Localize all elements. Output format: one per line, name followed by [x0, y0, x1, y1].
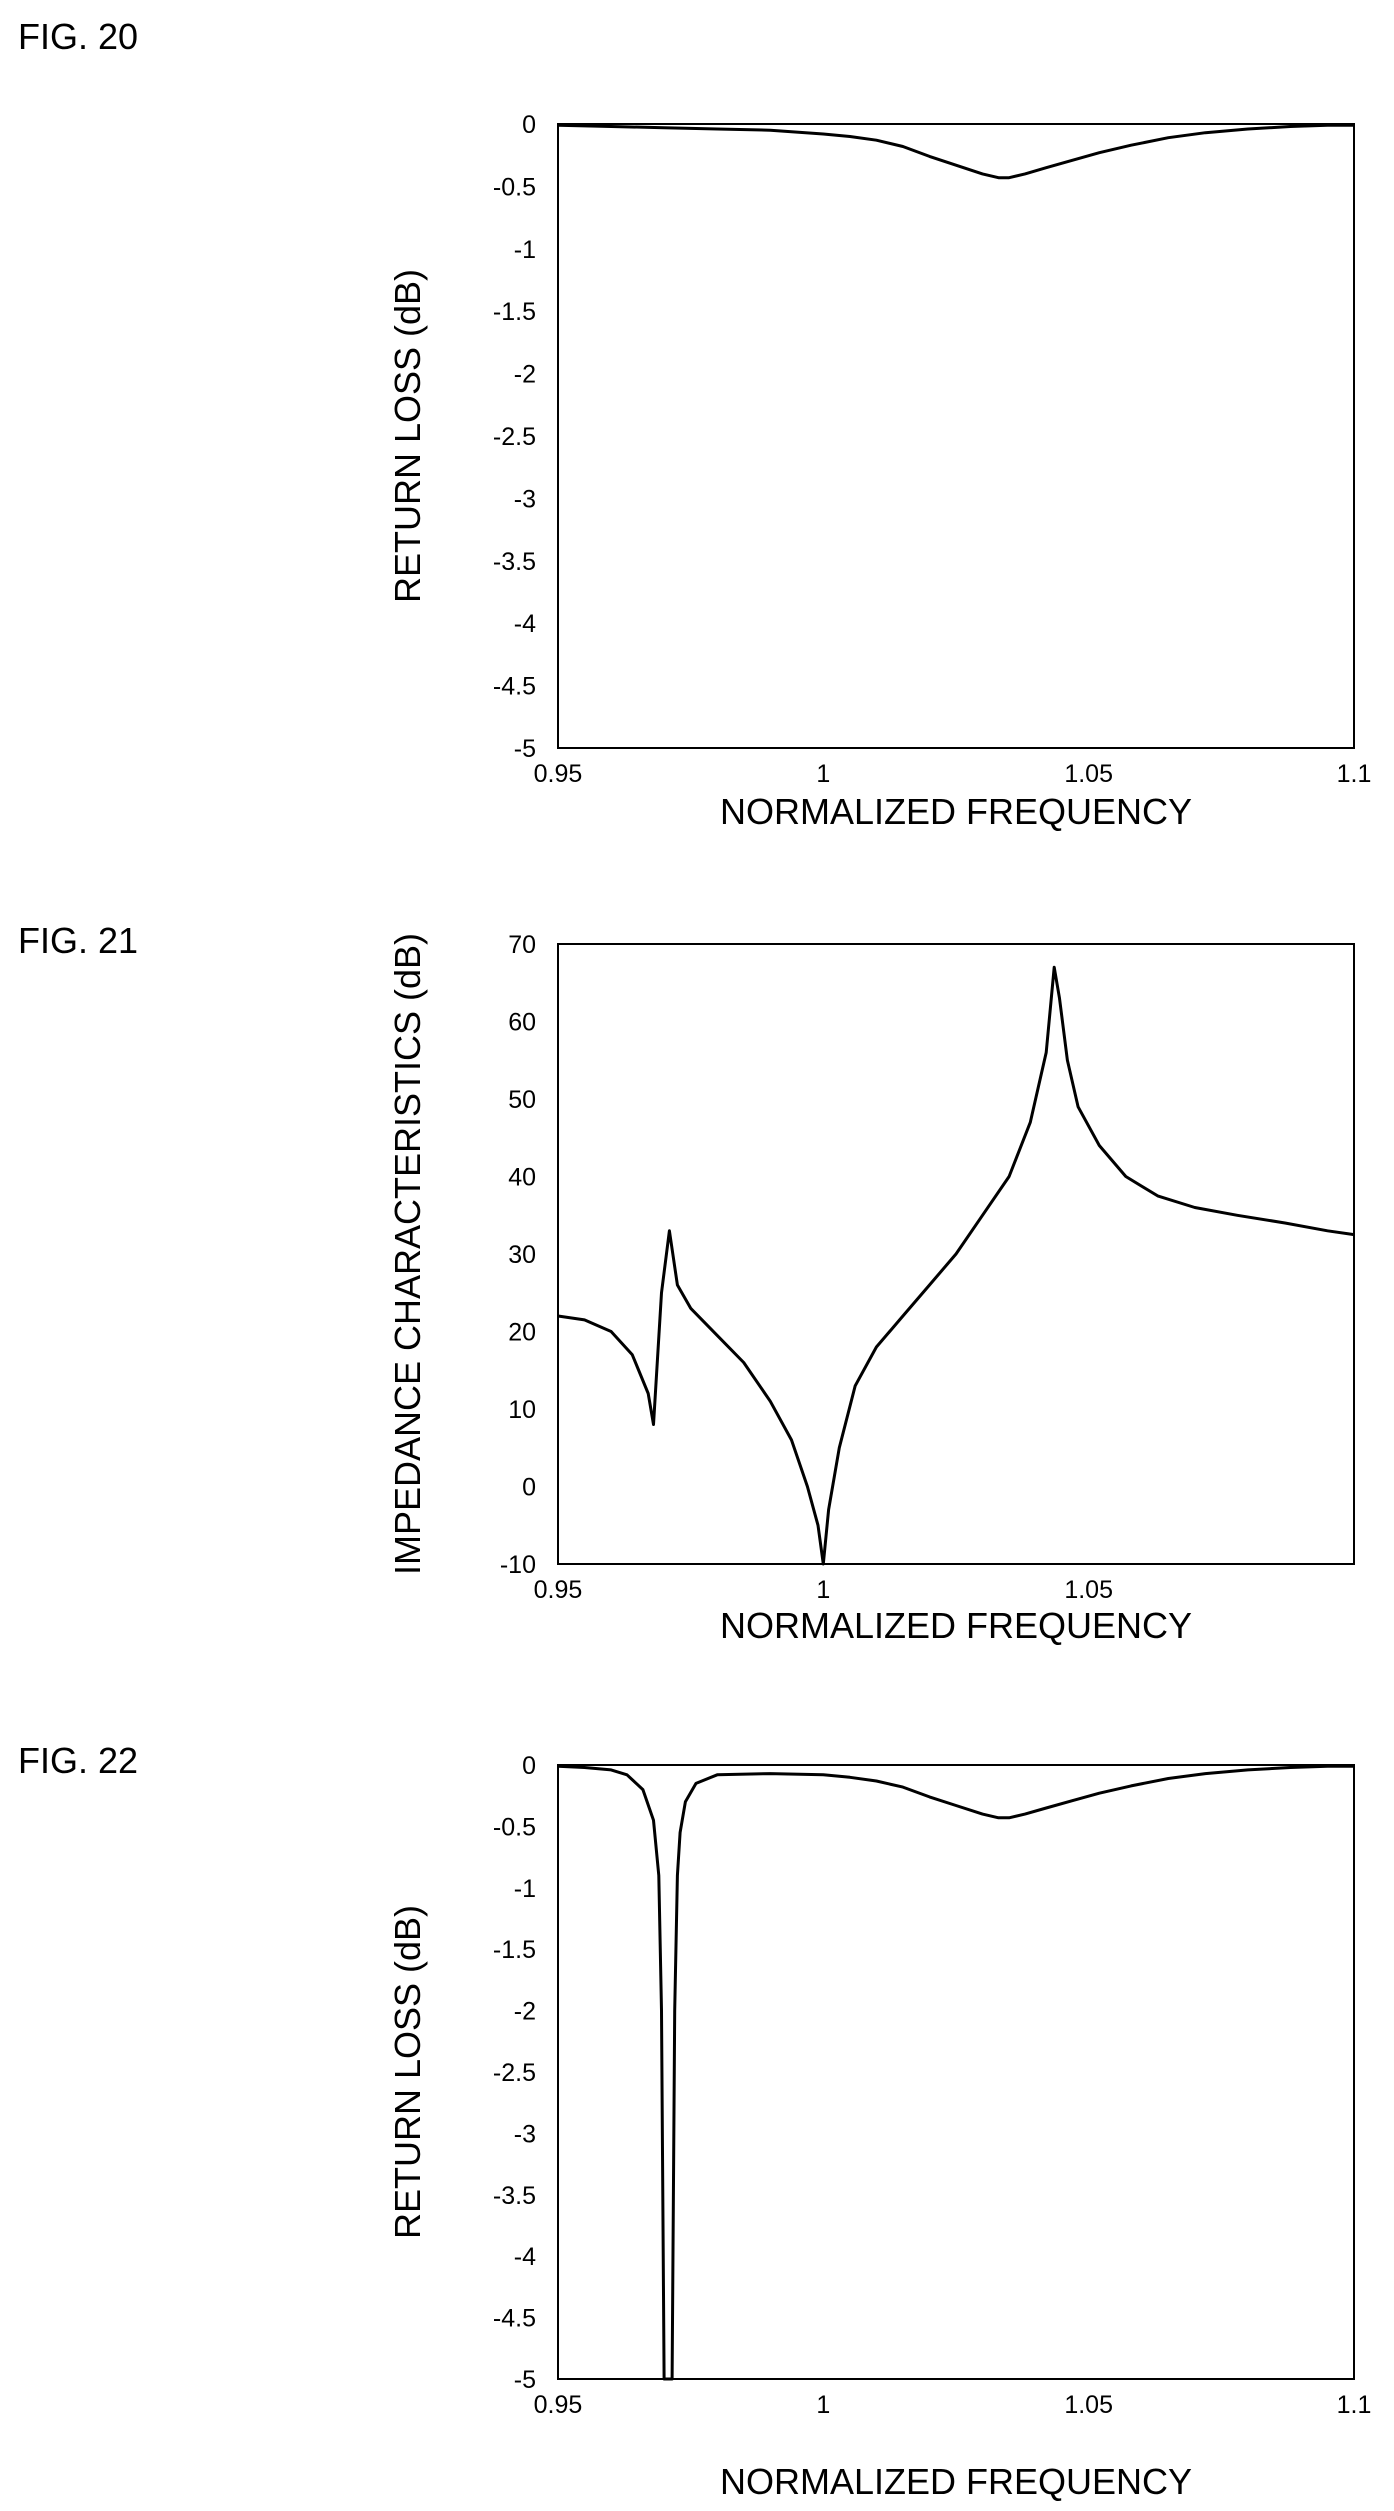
x-axis-label: NORMALIZED FREQUENCY — [720, 2461, 1192, 2502]
y-tick-label: 0 — [522, 111, 536, 139]
x-tick-label: 1 — [816, 1576, 830, 1604]
y-tick-label: -1.5 — [493, 1936, 536, 1964]
y-tick-label: -5 — [514, 735, 536, 763]
x-tick-label: 1.1 — [1337, 2391, 1372, 2419]
return-loss-chart: 0 -0.5 -1 -1.5 -2 -2.5 -3 -3.5 -4 -4.5 -50.95 1 1.05… — [387, 1752, 1372, 2502]
series-line — [557, 965, 1355, 1566]
y-tick-label: -0.5 — [493, 1813, 536, 1841]
plot-frame — [557, 943, 1355, 1565]
y-tick-label: -2 — [514, 361, 536, 389]
figure-label: FIG. 20 — [18, 16, 139, 57]
y-tick-label: -0.5 — [493, 173, 536, 201]
x-tick-label: 1 — [816, 760, 830, 788]
x-tick-label: 0.95 — [534, 760, 583, 788]
x-axis-label: NORMALIZED FREQUENCY — [720, 1605, 1192, 1646]
y-tick-label: -2.5 — [493, 2059, 536, 2087]
y-tick-label: 50 — [508, 1086, 536, 1114]
figure-label: FIG. 21 — [18, 920, 139, 961]
x-tick-label: 1.1 — [1337, 760, 1372, 788]
y-tick-label: 10 — [508, 1396, 536, 1424]
x-axis-label: NORMALIZED FREQUENCY — [720, 791, 1192, 832]
plot-frame — [557, 123, 1355, 749]
x-tick-label: 0.95 — [534, 1576, 583, 1604]
y-tick-label: -1 — [514, 236, 536, 264]
y-axis-label: IMPEDANCE CHARACTERISTICS (dB) — [387, 933, 428, 1575]
y-tick-label: 30 — [508, 1241, 536, 1269]
y-axis-label: RETURN LOSS (dB) — [387, 1905, 428, 2239]
y-tick-label: -1.5 — [493, 298, 536, 326]
y-tick-label: -3.5 — [493, 548, 536, 576]
x-tick-label: 1.05 — [1064, 760, 1113, 788]
x-tick-label: 1 — [816, 2391, 830, 2419]
y-tick-label: 20 — [508, 1319, 536, 1347]
y-tick-label: 70 — [508, 931, 536, 959]
y-tick-label: -2 — [514, 1998, 536, 2026]
x-tick-label: 1.05 — [1064, 1576, 1113, 1604]
y-tick-label: -2.5 — [493, 423, 536, 451]
y-tick-label: -4.5 — [493, 2305, 536, 2333]
y-tick-label: 40 — [508, 1164, 536, 1192]
y-tick-label: 0 — [522, 1752, 536, 1780]
y-tick-label: -10 — [500, 1551, 536, 1579]
y-tick-label: -3 — [514, 2120, 536, 2148]
y-tick-label: 0 — [522, 1474, 536, 1502]
y-tick-label: -1 — [514, 1875, 536, 1903]
figure-label: FIG. 22 — [18, 1740, 139, 1781]
y-tick-label: -3.5 — [493, 2182, 536, 2210]
y-tick-label: -5 — [514, 2366, 536, 2394]
y-tick-label: 60 — [508, 1009, 536, 1037]
y-tick-label: -4.5 — [493, 673, 536, 701]
y-tick-label: -4 — [514, 610, 536, 638]
y-axis-label: RETURN LOSS (dB) — [387, 269, 428, 603]
x-tick-label: 1.05 — [1064, 2391, 1113, 2419]
x-tick-label: 0.95 — [534, 2391, 583, 2419]
series-line — [557, 1764, 1354, 2381]
y-tick-label: -4 — [514, 2243, 536, 2271]
plot-frame — [557, 1764, 1355, 2380]
series-line — [557, 123, 1354, 180]
y-tick-label: -3 — [514, 485, 536, 513]
return-loss-chart: 0 -0.5 -1 -1.5 -2 -2.5 -3 -3.5 -4 -4.5 -50.95 1 1.05… — [387, 111, 1372, 832]
